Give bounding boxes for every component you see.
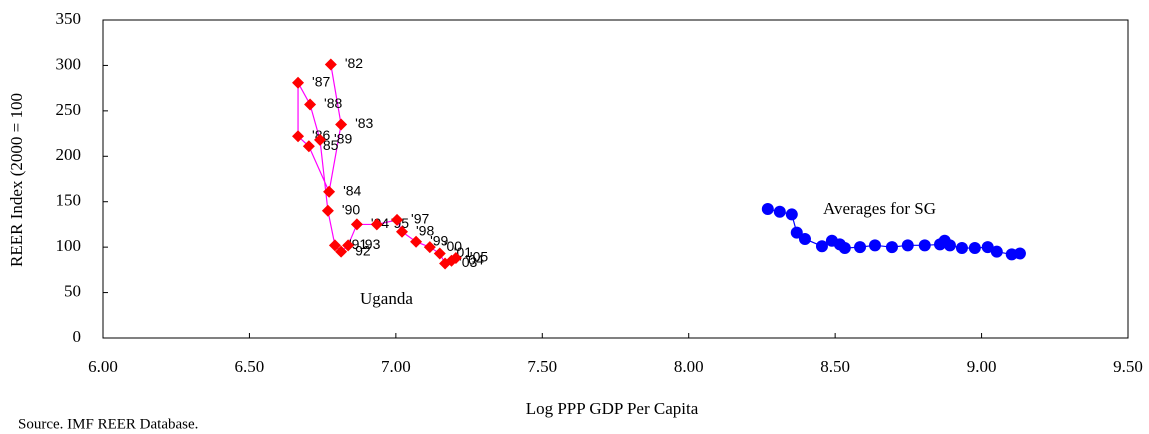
y-tick-label: 50 [64,281,81,300]
circle-marker [885,241,898,254]
diamond-marker [396,225,409,238]
x-tick-label: 9.00 [967,357,997,376]
circle-marker [1013,247,1026,260]
diamond-marker [370,218,383,231]
diamond-marker [292,130,305,143]
point-label: '91 [349,236,367,252]
point-label: 92 [355,242,371,258]
circle-marker [798,232,811,245]
circle-marker [901,239,914,252]
circle-marker [785,208,798,221]
point-label: '04 [466,251,484,267]
y-axis-label: REER Index (2000 = 100 [7,93,26,267]
y-tick-label: 0 [73,327,82,346]
diamond-marker [433,247,446,260]
circle-marker [943,239,956,252]
diamond-marker [449,252,462,265]
diamond-marker [335,118,348,131]
y-tick-label: 200 [56,145,82,164]
x-tick-label: 8.00 [674,357,704,376]
circle-marker [761,202,774,215]
diamond-marker [335,245,348,258]
circle-marker [955,242,968,255]
point-label: '97 [411,211,429,227]
y-tick-label: 300 [56,54,82,73]
diamond-marker [314,133,327,146]
x-tick-label: 8.50 [820,357,850,376]
diamond-marker [328,239,341,252]
y-tick-label: 100 [56,236,82,255]
diamond-marker [304,98,317,111]
series-name: Averages for SG [823,199,936,218]
diamond-marker [324,58,337,71]
plot-frame [102,19,1129,339]
y-tick-label: 150 [56,191,82,210]
circle-marker [981,241,994,254]
circle-marker [854,241,867,254]
series-line [297,64,457,265]
x-tick-label: 6.50 [235,357,265,376]
point-label: '03 [459,254,477,270]
point-label: 85 [323,137,339,153]
point-label: '98 [416,222,434,238]
point-label: '05 [470,249,488,265]
diamond-marker [342,239,355,252]
circle-marker [838,242,851,255]
x-tick-label: 7.00 [381,357,411,376]
point-label: '84 [343,182,361,198]
source-note: Source. IMF REER Database. [18,416,198,432]
point-label: '88 [324,95,342,111]
diamond-marker [391,213,404,226]
x-tick-label: 9.50 [1113,357,1143,376]
point-label: '89 [334,131,352,147]
y-tick-label: 350 [56,9,82,28]
x-tick-label: 7.50 [527,357,557,376]
point-label: '83 [355,115,373,131]
diamond-marker [410,235,423,248]
diamond-marker [321,204,334,217]
diamond-marker [350,218,363,231]
circle-marker [968,242,981,255]
point-label: '82 [345,55,363,71]
diamond-marker [302,140,315,153]
x-axis-label: Log PPP GDP Per Capita [526,399,699,418]
point-label: '87 [312,73,330,89]
point-label: '99 [430,232,448,248]
circle-marker [990,245,1003,258]
point-label: '93 [362,236,380,252]
point-label: '90 [342,202,360,218]
diamond-marker [292,76,305,89]
circle-marker [868,239,881,252]
diamond-marker [323,185,336,198]
x-tick-label: 6.00 [88,357,118,376]
circle-marker [918,239,931,252]
diamond-marker [423,241,436,254]
y-tick-label: 250 [56,100,82,119]
circle-marker [790,226,803,239]
circle-marker [815,240,828,253]
circle-marker [773,205,786,218]
point-label: '00 [444,238,462,254]
series-name: Uganda [360,289,413,308]
